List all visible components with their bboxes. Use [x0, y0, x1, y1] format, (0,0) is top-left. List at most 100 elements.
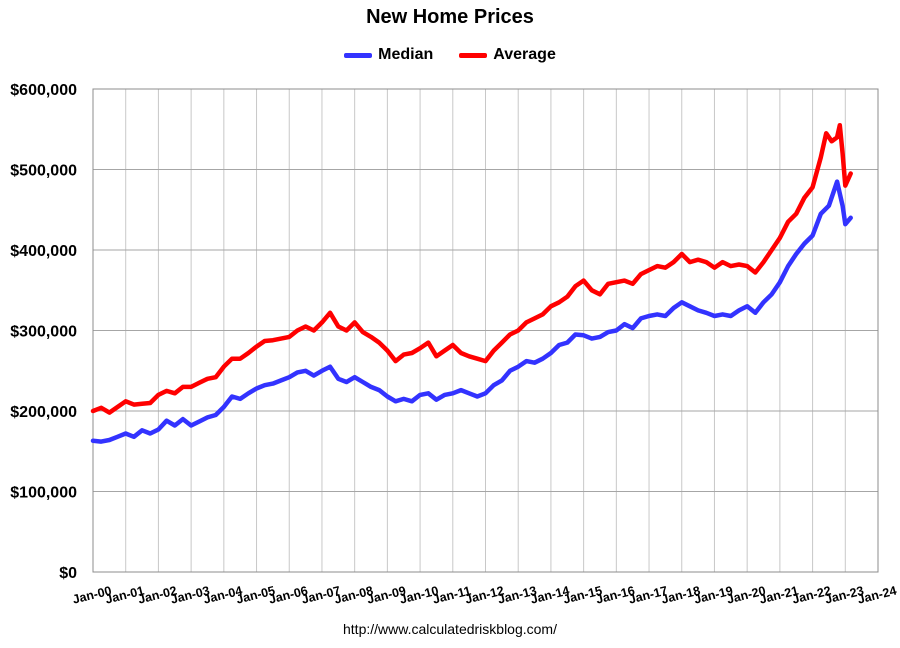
data-point-average: [786, 220, 790, 224]
data-point-average: [377, 341, 381, 345]
data-point-average: [500, 341, 504, 345]
data-point-average: [353, 320, 357, 324]
data-point-average: [336, 324, 340, 329]
data-point-median: [663, 314, 668, 318]
data-point-median: [565, 341, 569, 345]
data-point-median: [573, 332, 578, 337]
data-point-average: [647, 268, 651, 272]
data-point-average: [516, 328, 520, 333]
data-point-average: [704, 260, 708, 264]
data-point-average: [402, 353, 406, 357]
data-point-median: [426, 391, 430, 395]
data-point-median: [500, 378, 504, 382]
data-point-median: [156, 427, 160, 432]
data-point-average: [721, 260, 725, 264]
data-point-median: [843, 222, 847, 226]
data-point-average: [132, 403, 136, 407]
data-point-median: [99, 440, 103, 444]
data-point-average: [696, 258, 700, 262]
data-point-median: [271, 382, 275, 386]
data-point-average: [295, 328, 299, 333]
data-point-median: [647, 314, 651, 318]
data-point-median: [696, 308, 700, 312]
data-point-average: [631, 282, 635, 286]
data-point-median: [402, 397, 406, 401]
data-point-average: [467, 354, 471, 358]
legend-label-median: Median: [378, 46, 434, 63]
data-point-median: [541, 357, 545, 361]
data-point-median: [222, 405, 226, 409]
data-point-average: [197, 381, 201, 385]
data-point-median: [639, 316, 643, 320]
data-point-average: [688, 260, 692, 264]
data-point-median: [214, 413, 218, 417]
data-point-median: [246, 391, 250, 395]
data-point-median: [475, 394, 479, 399]
data-point-average: [140, 402, 144, 406]
data-point-median: [533, 361, 537, 365]
data-point-median: [606, 330, 610, 334]
data-point-average: [838, 123, 842, 127]
data-point-average: [451, 343, 455, 347]
data-point-average: [761, 260, 766, 264]
data-point-average: [385, 349, 389, 353]
data-point-average: [565, 295, 569, 299]
data-point-average: [99, 406, 103, 410]
data-point-average: [549, 304, 553, 308]
data-point-median: [508, 369, 512, 373]
data-point-average: [344, 328, 349, 333]
data-point-average: [434, 354, 438, 358]
data-point-median: [841, 204, 845, 208]
data-point-average: [778, 236, 782, 240]
data-point-median: [91, 439, 95, 443]
data-point-average: [148, 401, 152, 405]
data-point-median: [173, 423, 177, 428]
data-point-median: [835, 180, 839, 184]
data-point-median: [336, 377, 340, 381]
data-point-median: [849, 216, 853, 220]
data-point-median: [802, 242, 807, 246]
data-point-median: [107, 438, 111, 442]
data-point-median: [770, 292, 774, 296]
data-point-median: [344, 380, 349, 384]
y-tick-label: $400,000: [10, 243, 77, 260]
data-point-median: [197, 419, 201, 424]
data-point-average: [849, 171, 853, 176]
series-line-average: [90, 122, 853, 415]
data-point-average: [181, 385, 185, 389]
data-point-average: [189, 385, 193, 389]
data-point-median: [688, 304, 692, 308]
data-point-median: [205, 415, 210, 419]
legend-swatch-average: [459, 52, 488, 58]
data-point-median: [614, 328, 618, 333]
data-point-median: [582, 333, 586, 337]
data-point-median: [189, 423, 193, 428]
data-point-average: [369, 335, 373, 339]
data-point-average: [672, 260, 676, 264]
data-point-average: [246, 351, 250, 355]
data-point-average: [819, 155, 823, 159]
plot-frame: [92, 88, 879, 573]
data-point-median: [672, 306, 676, 310]
data-point-median: [753, 311, 757, 315]
legend-item-average: Average: [459, 46, 556, 64]
data-point-median: [434, 398, 438, 402]
data-point-median: [353, 375, 357, 379]
data-point-median: [557, 343, 561, 347]
y-tick-label: $0: [59, 565, 77, 582]
data-point-median: [761, 300, 766, 304]
y-tick-label: $200,000: [10, 404, 77, 421]
data-point-average: [459, 351, 463, 355]
data-point-median: [279, 378, 283, 382]
data-point-median: [287, 375, 291, 379]
data-point-average: [794, 212, 798, 216]
chart-title: New Home Prices: [366, 6, 534, 28]
data-point-average: [770, 248, 774, 252]
data-point-median: [778, 280, 782, 284]
data-point-median: [516, 365, 520, 369]
data-point-median: [418, 393, 422, 397]
data-point-average: [663, 266, 668, 270]
data-point-median: [483, 391, 488, 395]
data-point-average: [492, 349, 496, 353]
